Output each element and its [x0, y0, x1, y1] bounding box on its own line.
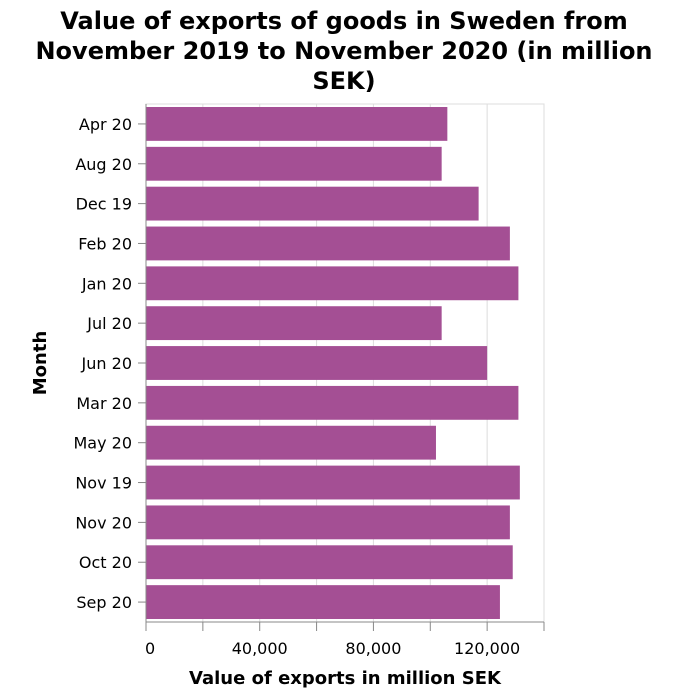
bar-feb-20 — [146, 226, 510, 261]
bar-nov-20 — [146, 505, 510, 540]
axes: Apr 20 Aug 20 Dec 19 Feb 20 Jan 20 Jul 20 Jun … — [73, 104, 545, 658]
bar-apr-20 — [146, 107, 448, 141]
y-tick-label: Jun 20 — [81, 354, 132, 373]
y-tick-label: Feb 20 — [78, 234, 132, 253]
chart-title: Value of exports of goods in Sweden from… — [0, 6, 688, 96]
y-tick-label: Nov 19 — [75, 474, 132, 493]
x-tick-label: 0 — [145, 639, 155, 658]
y-tick-label: Aug 20 — [75, 155, 132, 174]
bars — [146, 107, 520, 619]
bar-jan-20 — [146, 266, 519, 301]
y-tick-label: Jan 20 — [81, 274, 132, 293]
y-tick-label: Mar 20 — [76, 394, 132, 413]
y-tick-label: Oct 20 — [79, 553, 132, 572]
bar-nov-19 — [146, 465, 520, 500]
bar-may-20 — [146, 425, 436, 460]
bar-jun-20 — [146, 346, 488, 380]
y-tick-label: Jul 20 — [86, 314, 132, 333]
y-tick-label: Dec 19 — [76, 195, 132, 214]
bar-mar-20 — [146, 385, 519, 420]
bar-dec-19 — [146, 186, 479, 221]
y-tick-label: Apr 20 — [79, 115, 132, 134]
x-axis-title: Value of exports in million SEK — [189, 668, 502, 689]
bar-sep-20 — [146, 585, 500, 619]
y-tick-label: Sep 20 — [76, 593, 132, 612]
title-line-1: Value of exports of goods in Sweden from — [60, 7, 628, 35]
bar-oct-20 — [146, 545, 513, 580]
x-tick-label: 120,000 — [454, 639, 520, 658]
bar-aug-20 — [146, 146, 442, 181]
title-line-3: SEK) — [312, 67, 376, 95]
x-tick-label: 80,000 — [345, 639, 401, 658]
y-axis-title: Month — [30, 331, 51, 396]
y-tick-label: Nov 20 — [75, 513, 132, 532]
title-line-2: November 2019 to November 2020 (in milli… — [35, 37, 653, 65]
bar-jul-20 — [146, 306, 442, 341]
y-tick-label: May 20 — [73, 434, 132, 453]
x-tick-label: 40,000 — [232, 639, 288, 658]
